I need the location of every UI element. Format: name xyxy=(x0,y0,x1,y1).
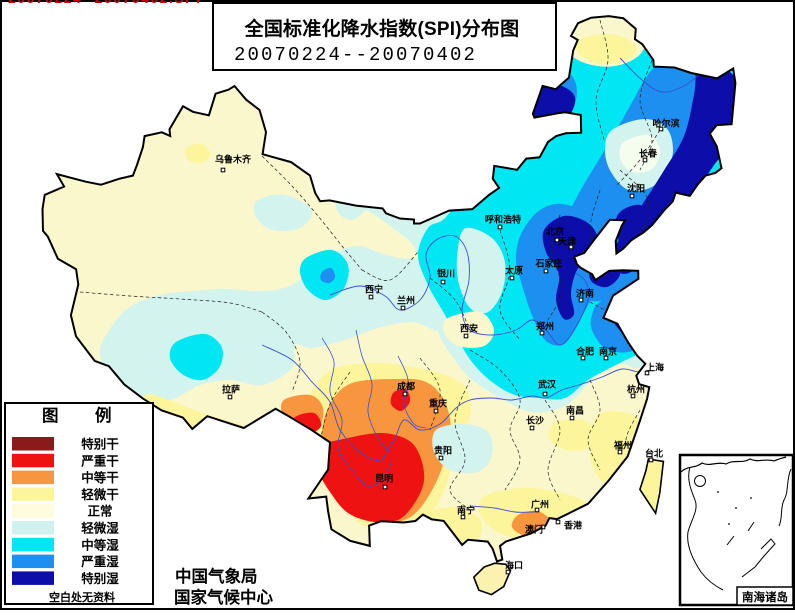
svg-text:南京: 南京 xyxy=(599,346,617,357)
svg-text:西宁: 西宁 xyxy=(365,284,383,295)
svg-text:昆明: 昆明 xyxy=(375,474,393,484)
svg-text:重庆: 重庆 xyxy=(429,398,447,409)
svg-text:长沙: 长沙 xyxy=(526,415,544,426)
svg-text:合肥: 合肥 xyxy=(576,346,594,357)
svg-text:上海: 上海 xyxy=(646,362,664,373)
svg-text:特别干: 特别干 xyxy=(81,437,119,452)
svg-text:20070224--20070402.SPI: 20070224--20070402.SPI xyxy=(8,0,201,6)
svg-text:香港: 香港 xyxy=(563,520,583,531)
svg-text:图: 图 xyxy=(42,406,59,425)
svg-text:武汉: 武汉 xyxy=(538,379,557,390)
svg-text:石家庄: 石家庄 xyxy=(534,258,562,269)
svg-text:呼和浩特: 呼和浩特 xyxy=(485,214,521,225)
svg-text:严重干: 严重干 xyxy=(80,453,119,468)
svg-text:南海诸岛: 南海诸岛 xyxy=(742,590,788,604)
svg-text:台北: 台北 xyxy=(645,448,663,459)
svg-text:北京: 北京 xyxy=(546,226,564,237)
svg-text:沈阳: 沈阳 xyxy=(627,183,645,194)
svg-text:银川: 银川 xyxy=(437,268,455,279)
svg-text:杭州: 杭州 xyxy=(627,384,645,395)
svg-text:西安: 西安 xyxy=(460,323,478,334)
svg-text:福州: 福州 xyxy=(613,440,632,451)
svg-text:济南: 济南 xyxy=(576,288,594,299)
svg-text:中等湿: 中等湿 xyxy=(81,537,119,552)
svg-text:乌鲁木齐: 乌鲁木齐 xyxy=(215,154,252,165)
svg-text:广州: 广州 xyxy=(531,499,549,510)
svg-text:天津: 天津 xyxy=(558,236,576,247)
svg-text:中国气象局: 中国气象局 xyxy=(175,566,258,586)
svg-text:拉萨: 拉萨 xyxy=(222,384,240,395)
svg-text:全国标准化降水指数(SPI)分布图: 全国标准化降水指数(SPI)分布图 xyxy=(244,17,520,40)
svg-text:南宁: 南宁 xyxy=(457,505,475,516)
svg-text:长春: 长春 xyxy=(639,148,658,159)
svg-text:中等干: 中等干 xyxy=(81,470,119,485)
svg-text:20070224--20070402: 20070224--20070402 xyxy=(234,44,477,66)
svg-text:兰州: 兰州 xyxy=(397,295,415,306)
svg-text:哈尔滨: 哈尔滨 xyxy=(652,118,679,129)
svg-text:太原: 太原 xyxy=(504,265,523,276)
svg-text:贵阳: 贵阳 xyxy=(434,445,452,456)
svg-text:澳门: 澳门 xyxy=(525,524,543,535)
svg-text:国家气候中心: 国家气候中心 xyxy=(174,587,274,607)
svg-text:正常: 正常 xyxy=(87,504,112,519)
svg-text:南昌: 南昌 xyxy=(566,405,584,416)
svg-text:严重湿: 严重湿 xyxy=(80,554,119,569)
svg-text:海口: 海口 xyxy=(505,560,523,571)
svg-text:成都: 成都 xyxy=(397,381,415,392)
svg-text:空白处无资料: 空白处无资料 xyxy=(49,590,115,604)
svg-text:轻微干: 轻微干 xyxy=(81,487,119,502)
svg-text:轻微湿: 轻微湿 xyxy=(81,521,119,536)
svg-text:例: 例 xyxy=(95,405,112,425)
svg-text:郑州: 郑州 xyxy=(536,321,554,332)
svg-text:特别湿: 特别湿 xyxy=(81,571,119,586)
